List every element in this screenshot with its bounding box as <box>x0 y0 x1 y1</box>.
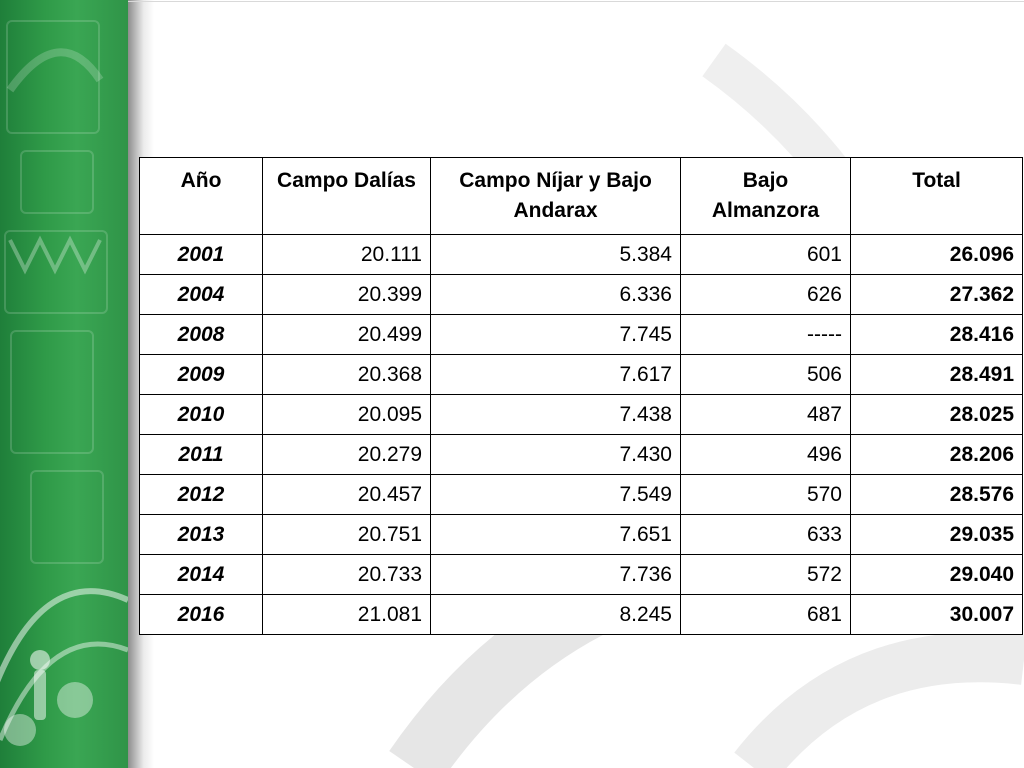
year-cell: 2010 <box>139 394 263 435</box>
total-cell: 27.362 <box>850 274 1023 315</box>
sidebar-decorative-panel <box>0 0 128 768</box>
table-row: 2013 20.751 7.651 633 29.035 <box>139 514 1023 555</box>
bajo-almanzora-cell: 487 <box>680 394 851 435</box>
campo-nijar-cell: 7.549 <box>430 474 681 515</box>
bajo-almanzora-cell: 570 <box>680 474 851 515</box>
table-row: 2009 20.368 7.617 506 28.491 <box>139 354 1023 395</box>
campo-nijar-cell: 5.384 <box>430 234 681 275</box>
column-header-year: Año <box>139 157 263 235</box>
total-cell: 28.491 <box>850 354 1023 395</box>
year-cell: 2001 <box>139 234 263 275</box>
total-cell: 28.416 <box>850 314 1023 355</box>
top-divider <box>128 1 1024 2</box>
bajo-almanzora-cell: 681 <box>680 594 851 635</box>
column-header-bajo-almanzora: Bajo Almanzora <box>680 157 851 235</box>
campo-dalias-cell: 20.111 <box>262 234 431 275</box>
campo-dalias-cell: 21.081 <box>262 594 431 635</box>
campo-dalias-cell: 20.751 <box>262 514 431 555</box>
campo-nijar-cell: 7.438 <box>430 394 681 435</box>
total-cell: 28.025 <box>850 394 1023 435</box>
bajo-almanzora-cell: 496 <box>680 434 851 475</box>
bajo-almanzora-cell: 506 <box>680 354 851 395</box>
decorative-texture <box>10 330 94 454</box>
column-header-campo-nijar: Campo Níjar y Bajo Andarax <box>430 157 681 235</box>
campo-dalias-cell: 20.499 <box>262 314 431 355</box>
year-cell: 2013 <box>139 514 263 555</box>
total-cell: 28.576 <box>850 474 1023 515</box>
decorative-texture <box>30 470 104 564</box>
table-row: 2012 20.457 7.549 570 28.576 <box>139 474 1023 515</box>
table-row: 2014 20.733 7.736 572 29.040 <box>139 554 1023 595</box>
total-cell: 29.040 <box>850 554 1023 595</box>
bajo-almanzora-cell: ----- <box>680 314 851 355</box>
year-cell: 2011 <box>139 434 263 475</box>
campo-nijar-cell: 7.736 <box>430 554 681 595</box>
total-cell: 30.007 <box>850 594 1023 635</box>
bajo-almanzora-cell: 601 <box>680 234 851 275</box>
total-cell: 29.035 <box>850 514 1023 555</box>
table-row: 2008 20.499 7.745 ----- 28.416 <box>139 314 1023 355</box>
column-header-campo-dalias: Campo Dalías <box>262 157 431 235</box>
campo-dalias-cell: 20.457 <box>262 474 431 515</box>
campo-nijar-cell: 7.651 <box>430 514 681 555</box>
year-cell: 2009 <box>139 354 263 395</box>
year-cell: 2008 <box>139 314 263 355</box>
campo-nijar-cell: 6.336 <box>430 274 681 315</box>
campo-dalias-cell: 20.095 <box>262 394 431 435</box>
year-cell: 2014 <box>139 554 263 595</box>
campo-nijar-cell: 7.745 <box>430 314 681 355</box>
campo-dalias-cell: 20.733 <box>262 554 431 595</box>
decorative-texture <box>4 230 108 314</box>
column-header-total: Total <box>850 157 1023 235</box>
year-cell: 2016 <box>139 594 263 635</box>
total-cell: 26.096 <box>850 234 1023 275</box>
campo-nijar-cell: 7.430 <box>430 434 681 475</box>
table-row: 2004 20.399 6.336 626 27.362 <box>139 274 1023 315</box>
bajo-almanzora-cell: 572 <box>680 554 851 595</box>
year-cell: 2004 <box>139 274 263 315</box>
decorative-texture <box>20 150 94 214</box>
andalucia-emblem-icon <box>0 48 128 746</box>
bajo-almanzora-cell: 633 <box>680 514 851 555</box>
campo-nijar-cell: 8.245 <box>430 594 681 635</box>
campo-dalias-cell: 20.368 <box>262 354 431 395</box>
table-header-row: Año Campo Dalías Campo Níjar y Bajo Anda… <box>139 157 1023 235</box>
table-row: 2010 20.095 7.438 487 28.025 <box>139 394 1023 435</box>
table-row: 2016 21.081 8.245 681 30.007 <box>139 594 1023 635</box>
campo-nijar-cell: 7.617 <box>430 354 681 395</box>
campo-dalias-cell: 20.279 <box>262 434 431 475</box>
year-cell: 2012 <box>139 474 263 515</box>
bajo-almanzora-cell: 626 <box>680 274 851 315</box>
total-cell: 28.206 <box>850 434 1023 475</box>
decorative-texture <box>6 20 100 134</box>
data-table: Año Campo Dalías Campo Níjar y Bajo Anda… <box>139 157 1023 635</box>
table-row: 2011 20.279 7.430 496 28.206 <box>139 434 1023 475</box>
table-row: 2001 20.111 5.384 601 26.096 <box>139 234 1023 275</box>
campo-dalias-cell: 20.399 <box>262 274 431 315</box>
